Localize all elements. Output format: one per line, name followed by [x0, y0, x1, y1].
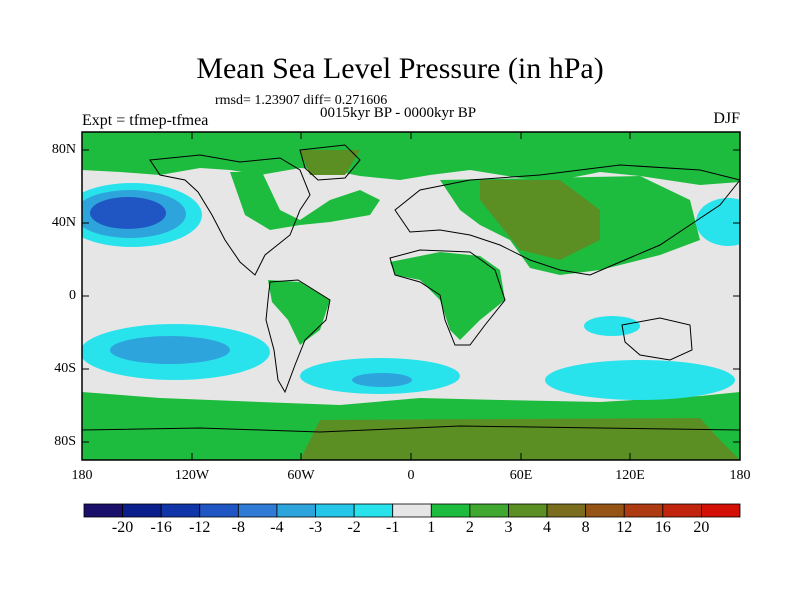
colorbar-label: -20 [111, 519, 134, 536]
colorbar-label: -12 [189, 519, 211, 536]
south-atlantic-moderate-low [352, 373, 412, 387]
colorbar-label: 8 [581, 519, 590, 536]
colorbar-swatch [83, 503, 123, 518]
lon-label-60e: 60E [509, 468, 533, 483]
axis-ticks [81, 132, 741, 460]
colorbar-swatch [623, 503, 664, 518]
colorbar-swatch [160, 503, 201, 518]
lon-label-120w: 120W [174, 468, 210, 483]
maritime-weak-low [584, 316, 640, 336]
north-pacific-strong-low [90, 197, 166, 229]
colorbar-swatch [469, 503, 509, 518]
colorbar-label: -8 [231, 519, 245, 536]
colorbar-swatch [392, 503, 432, 518]
lon-label-180e: 180 [729, 468, 751, 483]
colorbar-swatch [430, 503, 471, 518]
period-label: 0015kyr BP - 0000kyr BP [320, 105, 477, 121]
colorbar-swatch [122, 503, 162, 518]
australia-coast [621, 317, 693, 361]
colorbar-label: 3 [504, 519, 513, 536]
experiment-label: Expt = tfmep-tfmea [82, 112, 209, 129]
lat-label-0: 0 [69, 288, 76, 303]
colorbar-label: -2 [347, 519, 361, 536]
lon-label-120e: 120E [615, 468, 645, 483]
antarctica-coast [82, 425, 740, 433]
colorbar-swatch [546, 503, 587, 518]
colorbar-swatch [701, 503, 741, 518]
map-title: Mean Sea Level Pressure (in hPa) [196, 52, 604, 85]
colorbar-label: -4 [270, 519, 284, 536]
colorbar [83, 503, 741, 518]
stats-text: rmsd= 1.23907 diff= 0.271606 [215, 93, 388, 108]
south-america-coast [265, 279, 331, 394]
season-label: DJF [713, 110, 740, 127]
lat-label-80s: 80S [54, 434, 76, 449]
colorbar-swatch [237, 503, 278, 518]
lon-label-180w: 180 [71, 468, 93, 483]
eurasia-strong-positive-region [480, 180, 600, 260]
colorbar-label: 4 [543, 519, 552, 536]
lon-label-60w: 60W [287, 468, 315, 483]
lat-label-80n: 80N [51, 142, 76, 157]
lat-label-40n: 40N [51, 215, 76, 230]
colorbar-label: 20 [693, 519, 710, 536]
south-pacific-moderate-low [110, 336, 230, 364]
colorbar-swatch [353, 503, 394, 518]
colorbar-label: -1 [386, 519, 400, 536]
south-america-positive-region [268, 280, 330, 345]
colorbar-label: 16 [654, 519, 671, 536]
colorbar-label: -16 [150, 519, 172, 536]
greenland-coast [299, 144, 361, 181]
colorbar-swatch [508, 503, 548, 518]
colorbar-swatch [199, 503, 239, 518]
north-america-positive-region [230, 172, 380, 230]
lat-label-40s: 40S [54, 361, 76, 376]
north-america-coast [149, 154, 311, 276]
colorbar-swatch [585, 503, 625, 518]
colorbar-label: 1 [427, 519, 436, 536]
arctic-positive-region [82, 132, 740, 185]
colorbar-label: 12 [616, 519, 633, 536]
map-field [82, 132, 740, 460]
east-asia-weak-low [696, 198, 740, 246]
greenland-strong-positive-region [300, 150, 360, 175]
africa-positive-region [390, 252, 505, 340]
africa-coast [389, 249, 506, 346]
colorbar-swatch [315, 503, 355, 518]
coastlines [82, 144, 740, 433]
colorbar-swatch [662, 503, 702, 518]
colorbar-label: 2 [465, 519, 474, 536]
eurasia-coast [394, 164, 740, 276]
colorbar-swatch [276, 503, 316, 518]
lon-label-0: 0 [407, 468, 415, 483]
indian-ocean-weak-low [545, 360, 735, 400]
antarctic-strong-positive-region [300, 418, 740, 460]
colorbar-label: -3 [308, 519, 323, 536]
